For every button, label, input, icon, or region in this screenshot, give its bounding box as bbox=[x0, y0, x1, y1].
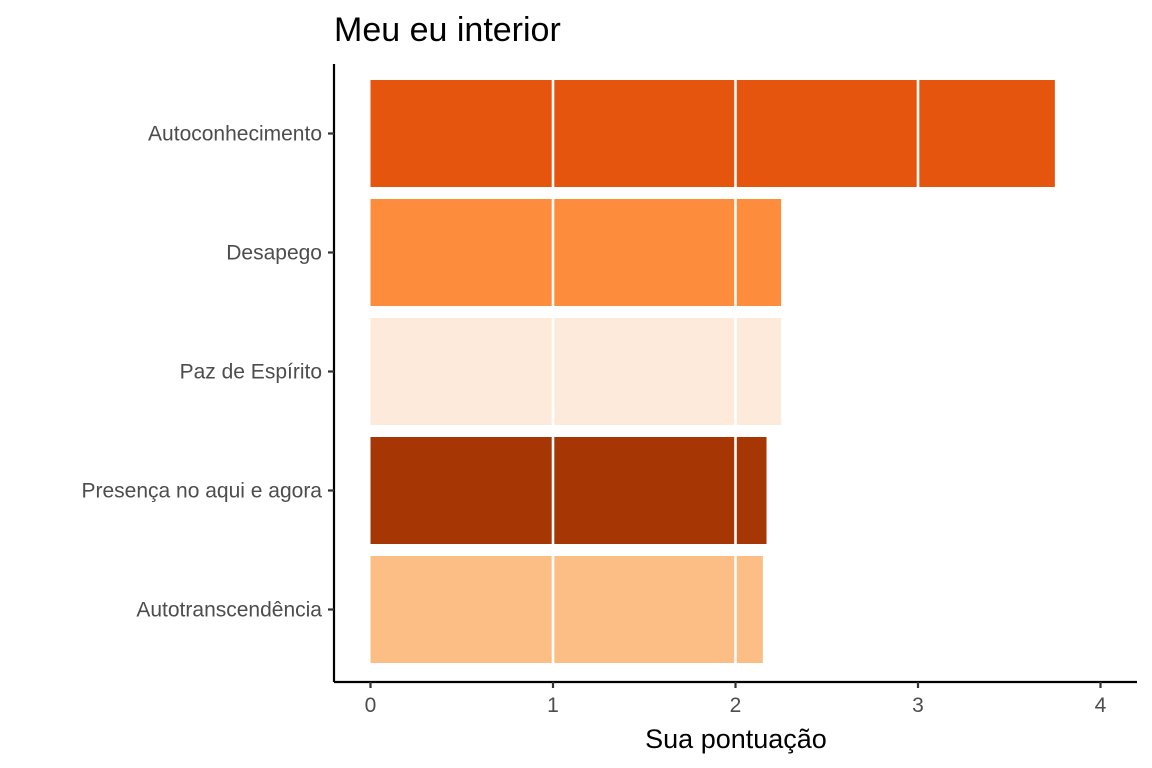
y-tick-label: Desapego bbox=[226, 242, 322, 265]
bar-autotranscend-ncia bbox=[370, 556, 763, 663]
bars-group bbox=[370, 80, 1055, 663]
bar-paz-de-esp-rito bbox=[370, 318, 782, 425]
bar-presen-a-no-aqui-e-agora bbox=[370, 437, 767, 544]
y-tick-label: Paz de Espírito bbox=[180, 361, 322, 384]
grid-lines bbox=[551, 80, 920, 663]
x-tick-label: 0 bbox=[365, 694, 377, 717]
x-axis: 0 1 2 3 4 bbox=[334, 680, 1137, 717]
x-axis-title: Sua pontuação bbox=[645, 724, 827, 754]
bar-desapego bbox=[370, 199, 782, 306]
x-tick-label: 1 bbox=[547, 694, 559, 717]
y-tick-label: Presença no aqui e agora bbox=[81, 480, 322, 503]
chart-title: Meu eu interior bbox=[334, 11, 561, 49]
y-tick-label: Autotranscendência bbox=[136, 599, 322, 622]
bar-autoconhecimento bbox=[370, 80, 1055, 187]
x-tick-label: 4 bbox=[1095, 694, 1107, 717]
x-tick-label: 2 bbox=[730, 694, 742, 717]
x-tick-label: 3 bbox=[912, 694, 924, 717]
y-tick-label: Autoconhecimento bbox=[148, 123, 322, 146]
y-axis: Autoconhecimento Desapego Paz de Espírito P… bbox=[81, 64, 336, 682]
